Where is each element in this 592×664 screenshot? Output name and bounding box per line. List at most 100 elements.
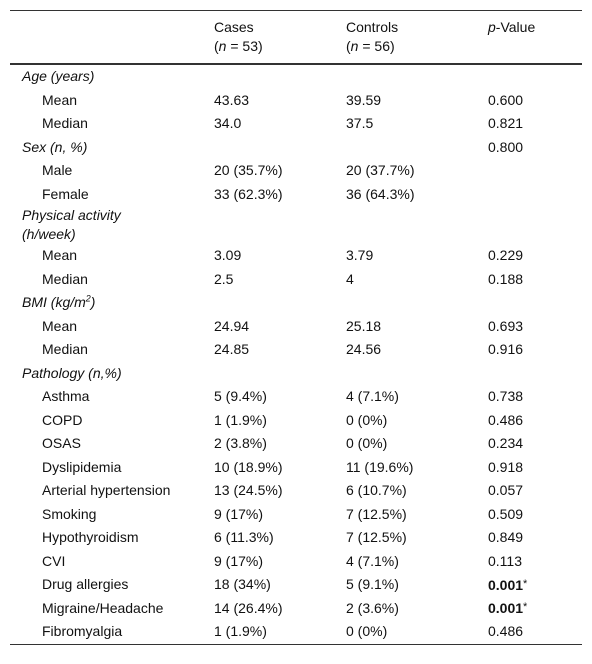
controls-cell: 0 (0%) xyxy=(346,432,488,456)
controls-value: 36 (64.3%) xyxy=(346,185,415,202)
controls-cell xyxy=(346,206,488,244)
p-value-cell: 0.821 xyxy=(488,112,582,136)
cases-value: 34.0 xyxy=(214,115,242,132)
row-label: Male xyxy=(42,162,73,179)
row-label-wrap: Asthma xyxy=(22,387,174,406)
significance-mark: * xyxy=(523,577,528,590)
row-label-wrap: Median xyxy=(22,340,174,359)
controls-value: 24.56 xyxy=(346,341,382,358)
row-label-cell: OSAS xyxy=(10,432,214,456)
section-row: Age (years) xyxy=(10,64,582,89)
p-value: 0.693 xyxy=(488,317,524,334)
cases-value: 24.94 xyxy=(214,317,250,334)
row-label-cell: Arterial hypertension xyxy=(10,479,214,503)
data-row: Female 33 (62.3%) 36 (64.3%) xyxy=(10,183,582,207)
p-value: 0.600 xyxy=(488,91,524,108)
controls-value: 37.5 xyxy=(346,115,374,132)
header-text: Cases xyxy=(214,19,254,35)
p-value: 0.738 xyxy=(488,388,524,405)
row-label-cell: Age (years) xyxy=(10,64,214,89)
cases-cell: 33 (62.3%) xyxy=(214,183,346,207)
cases-value: 20 (35.7%) xyxy=(214,162,283,179)
row-label-wrap: Male xyxy=(22,161,174,180)
cases-cell xyxy=(214,362,346,386)
p-value-cell: 0.188 xyxy=(488,268,582,292)
header-text: n xyxy=(218,38,227,54)
row-label: Smoking xyxy=(42,505,97,522)
row-label-cell: Pathology (n,%) xyxy=(10,362,214,386)
header-text: Controls xyxy=(346,19,399,35)
row-label: Mean xyxy=(42,317,78,334)
row-label-wrap: OSAS xyxy=(22,434,174,453)
table-header: Cases (n = 53) Controls (n = 56) p-Value xyxy=(10,10,582,65)
row-label-cell: Drug allergies xyxy=(10,573,214,597)
p-value-cell: 0.001* xyxy=(488,597,582,621)
row-label-wrap: Smoking xyxy=(22,505,174,524)
cases-cell: 3.09 xyxy=(214,244,346,268)
data-row: COPD 1 (1.9%) 0 (0%) 0.486 xyxy=(10,409,582,433)
header-text: p xyxy=(488,19,496,35)
cases-value: 1 (1.9%) xyxy=(214,411,267,428)
p-value-cell xyxy=(488,64,582,89)
p-value-cell xyxy=(488,183,582,207)
cases-cell xyxy=(214,64,346,89)
row-label-wrap: Sex (n, %) xyxy=(22,138,174,157)
row-label-cell: Mean xyxy=(10,244,214,268)
row-label: OSAS xyxy=(42,435,81,452)
cases-value: 9 (17%) xyxy=(214,505,264,522)
cases-cell: 10 (18.9%) xyxy=(214,456,346,480)
header-text: = 53) xyxy=(226,38,263,54)
row-label-cell: Hypothyroidism xyxy=(10,526,214,550)
row-label-cell: Median xyxy=(10,268,214,292)
row-label-cell: Mean xyxy=(10,315,214,339)
row-label: Hypothyroidism xyxy=(42,529,139,546)
controls-cell: 3.79 xyxy=(346,244,488,268)
row-label-wrap: Mean xyxy=(22,91,174,110)
data-row: Smoking 9 (17%) 7 (12.5%) 0.509 xyxy=(10,503,582,527)
p-value-cell: 0.738 xyxy=(488,385,582,409)
data-row: Median 34.0 37.5 0.821 xyxy=(10,112,582,136)
cases-cell xyxy=(214,291,346,315)
controls-cell: 5 (9.1%) xyxy=(346,573,488,597)
cases-value: 6 (11.3%) xyxy=(214,529,274,546)
header-text: ( xyxy=(214,38,219,54)
row-label: Mean xyxy=(42,91,78,108)
p-value-cell: 0.693 xyxy=(488,315,582,339)
row-label-wrap: Age (years) xyxy=(22,67,174,86)
section-row: Physical activity (h/week) xyxy=(10,206,582,244)
row-label: Age (years) xyxy=(22,68,95,85)
controls-cell: 0 (0%) xyxy=(346,409,488,433)
p-value-cell: 0.600 xyxy=(488,89,582,113)
data-row: Hypothyroidism 6 (11.3%) 7 (12.5%) 0.849 xyxy=(10,526,582,550)
row-label-wrap: Female xyxy=(22,185,174,204)
table-body: Age (years) Mean 43.63 39.59 0.600 Median 34.0… xyxy=(10,64,582,644)
row-label-wrap: Dyslipidemia xyxy=(22,458,174,477)
row-label-wrap: Migraine/Headache xyxy=(22,599,174,618)
controls-value: 4 (7.1%) xyxy=(346,552,399,569)
p-value: 0.486 xyxy=(488,411,524,428)
controls-cell: 0 (0%) xyxy=(346,620,488,644)
data-row: Asthma 5 (9.4%) 4 (7.1%) 0.738 xyxy=(10,385,582,409)
controls-cell: 4 xyxy=(346,268,488,292)
p-value: 0.057 xyxy=(488,482,524,499)
data-row: Migraine/Headache 14 (26.4%) 2 (3.6%) 0.001… xyxy=(10,597,582,621)
controls-cell: 4 (7.1%) xyxy=(346,550,488,574)
cases-value: 13 (24.5%) xyxy=(214,482,283,499)
controls-value: 6 (10.7%) xyxy=(346,482,407,499)
row-label: Median xyxy=(42,341,88,358)
row-label: Mean xyxy=(42,247,78,264)
row-label-wrap: CVI xyxy=(22,552,174,571)
cases-cell: 24.85 xyxy=(214,338,346,362)
row-label-wrap: Mean xyxy=(22,317,174,336)
controls-value: 7 (12.5%) xyxy=(346,529,407,546)
header-cell: p-Value xyxy=(488,11,582,65)
p-value-cell xyxy=(488,159,582,183)
row-label: Median xyxy=(42,115,88,132)
p-value: 0.188 xyxy=(488,270,524,287)
cases-cell xyxy=(214,206,346,244)
section-row: BMI (kg/m2) xyxy=(10,291,582,315)
row-label: BMI (kg/m xyxy=(22,294,86,311)
row-label-wrap: Hypothyroidism xyxy=(22,528,174,547)
row-label-wrap: Physical activity (h/week) xyxy=(22,206,174,244)
cases-cell: 13 (24.5%) xyxy=(214,479,346,503)
